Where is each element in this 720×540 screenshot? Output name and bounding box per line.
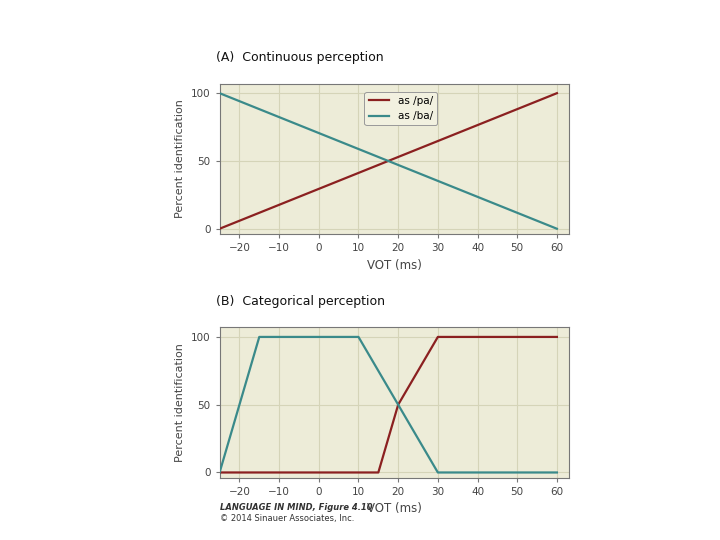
Y-axis label: Percent identification: Percent identification	[176, 99, 185, 218]
Text: (A)  Continuous perception: (A) Continuous perception	[216, 51, 384, 64]
Y-axis label: Percent identification: Percent identification	[176, 343, 185, 462]
Text: © 2014 Sinauer Associates, Inc.: © 2014 Sinauer Associates, Inc.	[220, 514, 354, 523]
Text: (B)  Categorical perception: (B) Categorical perception	[216, 295, 385, 308]
X-axis label: VOT (ms): VOT (ms)	[366, 259, 422, 272]
Text: choice identification task: choice identification task	[9, 49, 157, 62]
Legend: as /pa/, as /ba/: as /pa/, as /ba/	[364, 92, 437, 125]
Text: Figure 4.10  Idealized graphs representing two distinct hypothetical results fro: Figure 4.10 Idealized graphs representin…	[9, 16, 600, 29]
X-axis label: VOT (ms): VOT (ms)	[366, 503, 422, 516]
Text: LANGUAGE IN MIND, Figure 4.10: LANGUAGE IN MIND, Figure 4.10	[220, 503, 372, 512]
